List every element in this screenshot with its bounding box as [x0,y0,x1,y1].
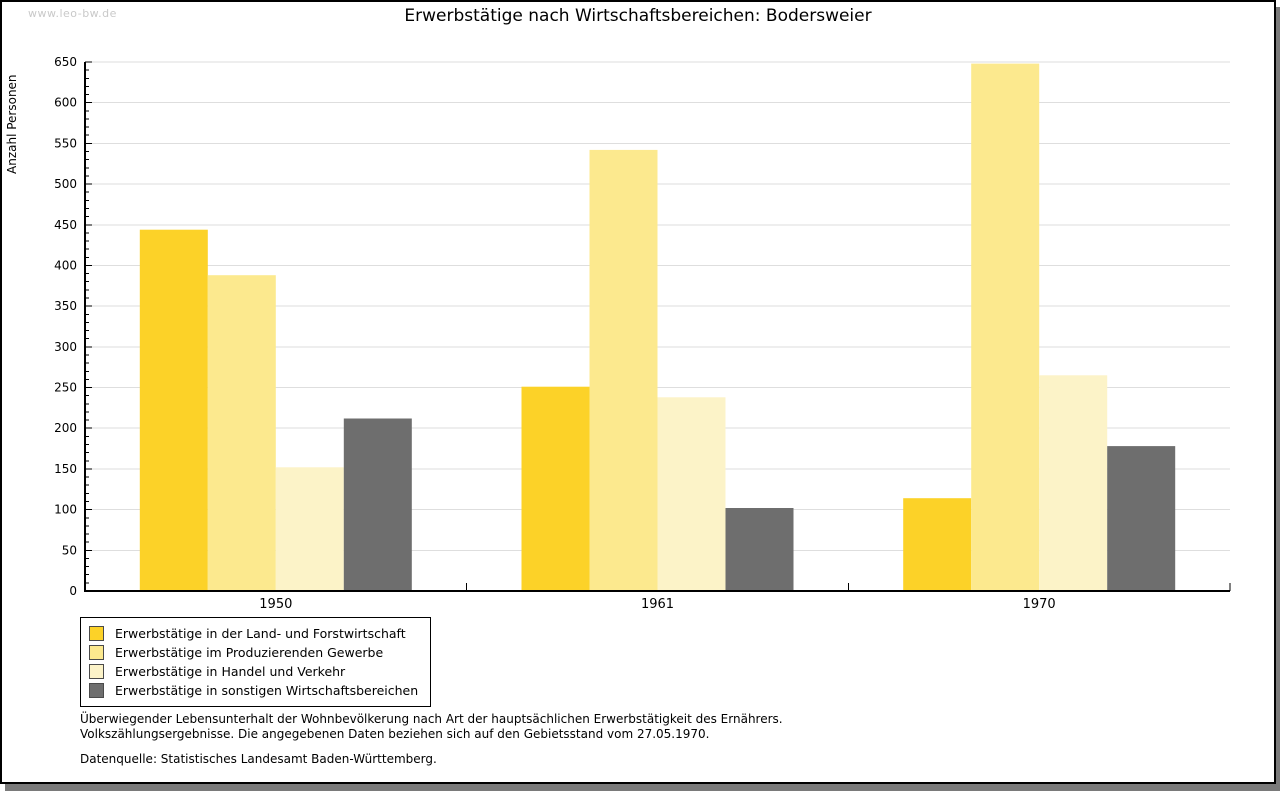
y-tick-label: 650 [54,55,77,69]
bar-1950-s2 [207,275,276,591]
y-tick-label: 0 [69,584,77,598]
legend-swatch [89,683,104,698]
legend-item-4: Erwerbstätige in sonstigen Wirtschaftsbe… [89,681,418,700]
bar-1961-s1 [521,386,590,591]
bar-1950-s4 [343,418,412,591]
y-axis-title: Anzahl Personen [5,74,19,174]
bar-1950-s1 [139,229,208,591]
watermark: www.leo-bw.de [28,7,117,20]
footnote-line: Überwiegender Lebensunterhalt der Wohnbe… [80,712,783,726]
x-tick-label: 1950 [259,597,292,612]
footnote-line: Volkszählungsergebnisse. Die angegebenen… [80,727,710,741]
legend-item-1: Erwerbstätige in der Land- und Forstwirt… [89,624,418,643]
y-tick-label: 600 [54,96,77,110]
legend-item-3: Erwerbstätige in Handel und Verkehr [89,662,418,681]
bar-1970-s2 [971,63,1040,592]
legend-label: Erwerbstätige in sonstigen Wirtschaftsbe… [115,683,419,698]
y-tick-label: 550 [54,136,77,150]
y-tick-label: 450 [54,218,77,232]
bar-1961-s3 [657,397,726,591]
x-tick-label: 1961 [641,597,674,612]
y-tick-label: 250 [54,381,77,395]
y-tick-label: 200 [54,421,77,435]
bar-1970-s3 [1039,375,1108,591]
bar-1970-s1 [903,498,972,591]
footnotes: Überwiegender Lebensunterhalt der Wohnbe… [80,712,783,742]
y-tick-label: 400 [54,258,77,272]
legend-label: Erwerbstätige in der Land- und Forstwirt… [115,626,406,641]
source-note: Datenquelle: Statistisches Landesamt Bad… [80,752,437,766]
legend-label: Erwerbstätige in Handel und Verkehr [115,664,346,679]
legend-swatch [89,645,104,660]
y-tick-label: 350 [54,299,77,313]
x-tick-label: 1970 [1023,597,1056,612]
legend: Erwerbstätige in der Land- und Forstwirt… [80,617,432,707]
legend-item-2: Erwerbstätige im Produzierenden Gewerbe [89,643,418,662]
chart-title: Erwerbstätige nach Wirtschaftsbereichen:… [404,6,872,26]
y-tick-label: 300 [54,340,77,354]
y-tick-label: 50 [62,543,77,557]
y-tick-label: 500 [54,177,77,191]
bar-1950-s3 [275,467,344,591]
bar-1961-s4 [725,508,794,591]
legend-swatch [89,664,104,679]
bar-1970-s4 [1107,446,1176,591]
legend-swatch [89,626,104,641]
bar-1961-s2 [589,149,658,591]
y-tick-label: 100 [54,503,77,517]
legend-label: Erwerbstätige im Produzierenden Gewerbe [115,645,384,660]
y-tick-label: 150 [54,462,77,476]
